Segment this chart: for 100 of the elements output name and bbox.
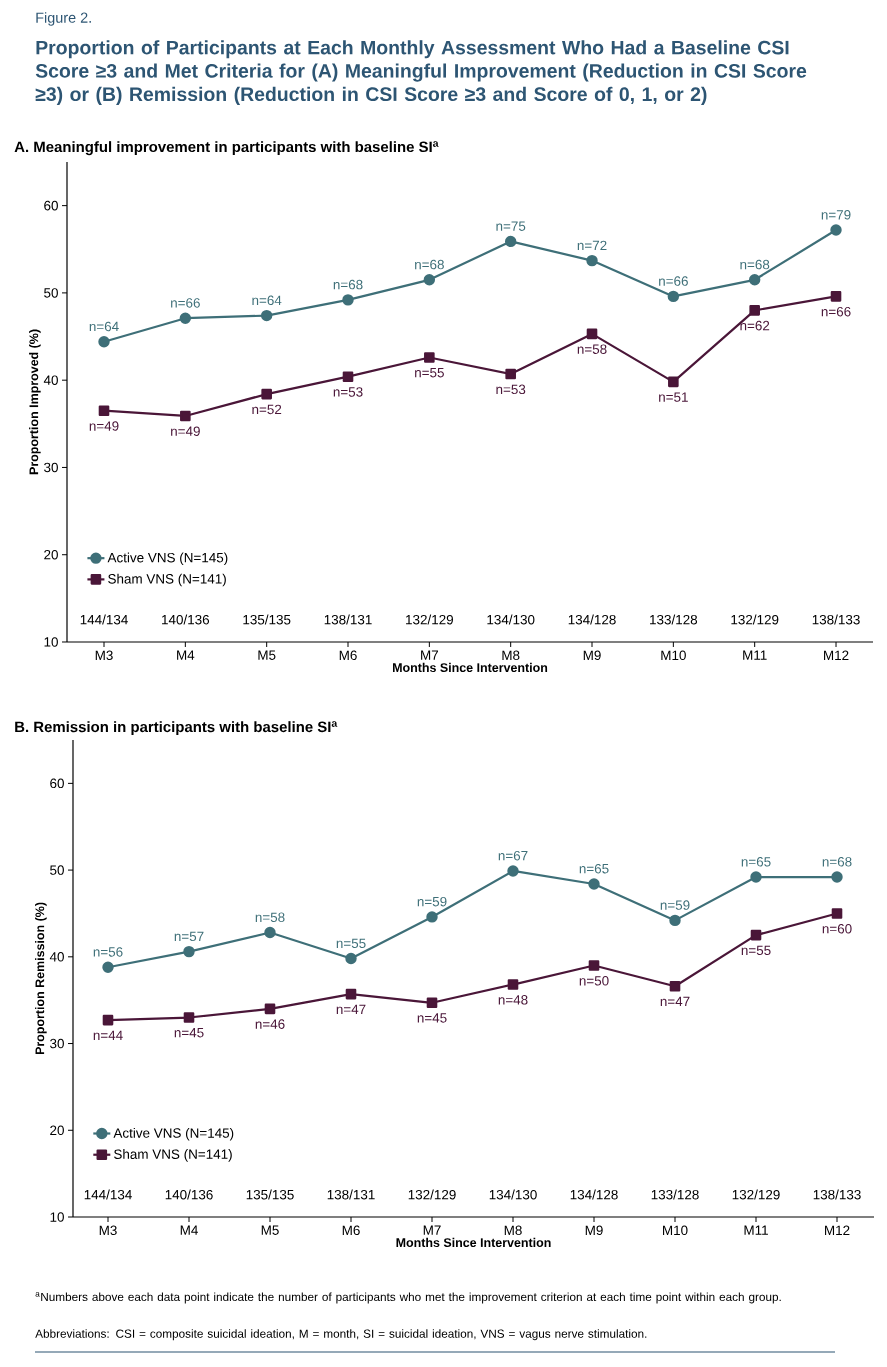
x-tick-label: M11 xyxy=(744,1225,768,1235)
annotation: 134/128 xyxy=(568,614,616,625)
annotation: n=79 xyxy=(821,210,851,220)
annotation: n=68 xyxy=(415,259,444,270)
y-tick-label: 50 xyxy=(50,865,64,875)
annotation: 140/136 xyxy=(165,1189,213,1200)
annotation: n=67 xyxy=(498,850,528,861)
point xyxy=(345,988,357,1000)
point xyxy=(504,235,517,248)
y-axis-title: Proportion Improved (%) xyxy=(29,329,41,475)
annotation: n=68 xyxy=(740,259,770,270)
annotation: n=59 xyxy=(417,896,447,907)
annotation: n=51 xyxy=(659,392,688,402)
x-tick-label: M6 xyxy=(339,650,357,661)
annotation: n=58 xyxy=(577,344,607,354)
y-tick-label: 40 xyxy=(43,375,58,385)
point xyxy=(748,274,761,286)
annotation: n=66 xyxy=(821,306,851,317)
annotation: n=66 xyxy=(171,298,200,308)
annotation: n=44 xyxy=(93,1030,123,1040)
caption: Figure 2. xyxy=(36,12,91,26)
point xyxy=(749,305,760,316)
legend-label: Active VNS (N=145) xyxy=(113,1127,234,1141)
annotation: 135/135 xyxy=(243,614,291,625)
annotation: n=53 xyxy=(333,387,363,397)
y-tick-label: 60 xyxy=(44,200,58,211)
annotation: n=49 xyxy=(89,421,119,431)
annotation: 134/128 xyxy=(570,1189,618,1200)
point xyxy=(180,410,191,422)
annotation: n=58 xyxy=(255,912,285,923)
y-tick-label: 10 xyxy=(50,1212,64,1222)
chart-title: Proportion of Participants at Each Monthly Assessment Who Had a Baseline CSI Score ≥3 and Met Criteria for (A) Meaningful Improvement (Reduction in CSI Score ≥3) or (B) Remission (Reduction in CSI Score ≥3 and Score of 0, 1, or 2) xyxy=(35,40,807,105)
point xyxy=(424,352,435,363)
legend-label: Sham VNS (N=141) xyxy=(108,573,226,587)
annotation: n=65 xyxy=(579,863,609,874)
annotation: 144/134 xyxy=(84,1189,132,1200)
x-tick-label: M3 xyxy=(99,1225,117,1236)
annotation: 132/129 xyxy=(406,614,454,625)
annotation: n=52 xyxy=(252,404,282,415)
point xyxy=(342,371,354,382)
point xyxy=(588,878,600,890)
annotation: 135/135 xyxy=(246,1189,294,1200)
annotation: 132/129 xyxy=(732,1189,780,1200)
annotation: 134/130 xyxy=(487,614,535,625)
x-tick-label: M5 xyxy=(258,650,276,660)
x-tick-label: M9 xyxy=(583,650,601,661)
y-tick-label: 60 xyxy=(50,778,64,789)
annotation: n=56 xyxy=(93,947,123,957)
annotation: n=49 xyxy=(171,426,200,436)
annotation: 132/129 xyxy=(408,1189,456,1200)
x-tick-label: M7 xyxy=(423,1225,441,1235)
annotation: n=66 xyxy=(659,276,688,286)
y-tick-label: 20 xyxy=(44,549,58,560)
annotation: 144/134 xyxy=(80,614,128,625)
annotation: n=55 xyxy=(336,938,366,949)
text: Abbreviations: CSI = composite suicidal ideation, M = month, SI = suicidal ideation, VNS = vagus nerve stimulation. xyxy=(35,1329,647,1341)
point xyxy=(505,368,516,380)
point xyxy=(586,328,598,340)
point xyxy=(260,309,273,322)
text: $^{a}$Numbers above each data point indicate the number of participants who met the improvement criterion at each time point within each group. xyxy=(35,1292,781,1304)
point xyxy=(667,290,680,303)
annotation: n=48 xyxy=(498,995,528,1005)
x-tick-label: M3 xyxy=(95,650,113,661)
annotation: n=45 xyxy=(417,1013,447,1023)
x-tick-label: M4 xyxy=(177,650,195,660)
annotation: n=55 xyxy=(415,368,444,378)
point xyxy=(342,294,354,306)
point xyxy=(669,914,681,927)
point xyxy=(98,336,110,348)
annotation: n=75 xyxy=(496,221,526,231)
annotation: 132/129 xyxy=(731,614,779,625)
y-tick-label: 40 xyxy=(49,952,64,962)
x-tick-label: M9 xyxy=(585,1225,603,1236)
chart-title: B. Remission in participants with baseline SI$^{a}$ xyxy=(15,721,338,736)
y-tick-label: 30 xyxy=(44,462,58,473)
annotation: n=65 xyxy=(741,856,771,867)
annotation: n=62 xyxy=(740,320,770,331)
chart-subtitle: A. Meaningful improvement in participants with baseline SI$^{a}$ xyxy=(14,141,439,156)
point xyxy=(102,1014,114,1026)
x-axis-title: Months Since Intervention xyxy=(393,662,548,673)
point xyxy=(264,1003,276,1015)
annotation: n=72 xyxy=(577,240,607,251)
point xyxy=(507,865,519,877)
annotation: n=64 xyxy=(89,321,119,332)
point xyxy=(345,952,357,965)
point xyxy=(102,961,114,973)
annotation: n=68 xyxy=(822,856,852,867)
annotation: n=50 xyxy=(579,976,609,986)
point xyxy=(264,926,276,939)
point xyxy=(507,979,519,990)
y-tick-label: 50 xyxy=(44,288,58,298)
point xyxy=(668,376,679,388)
x-axis-title: Months Since Intervention xyxy=(396,1237,551,1248)
point xyxy=(261,388,272,400)
point xyxy=(669,981,681,992)
point xyxy=(426,911,438,923)
y-axis-title: Proportion Remission (%) xyxy=(35,902,47,1055)
point xyxy=(750,929,762,941)
point xyxy=(426,997,438,1009)
annotation: n=57 xyxy=(174,931,204,942)
